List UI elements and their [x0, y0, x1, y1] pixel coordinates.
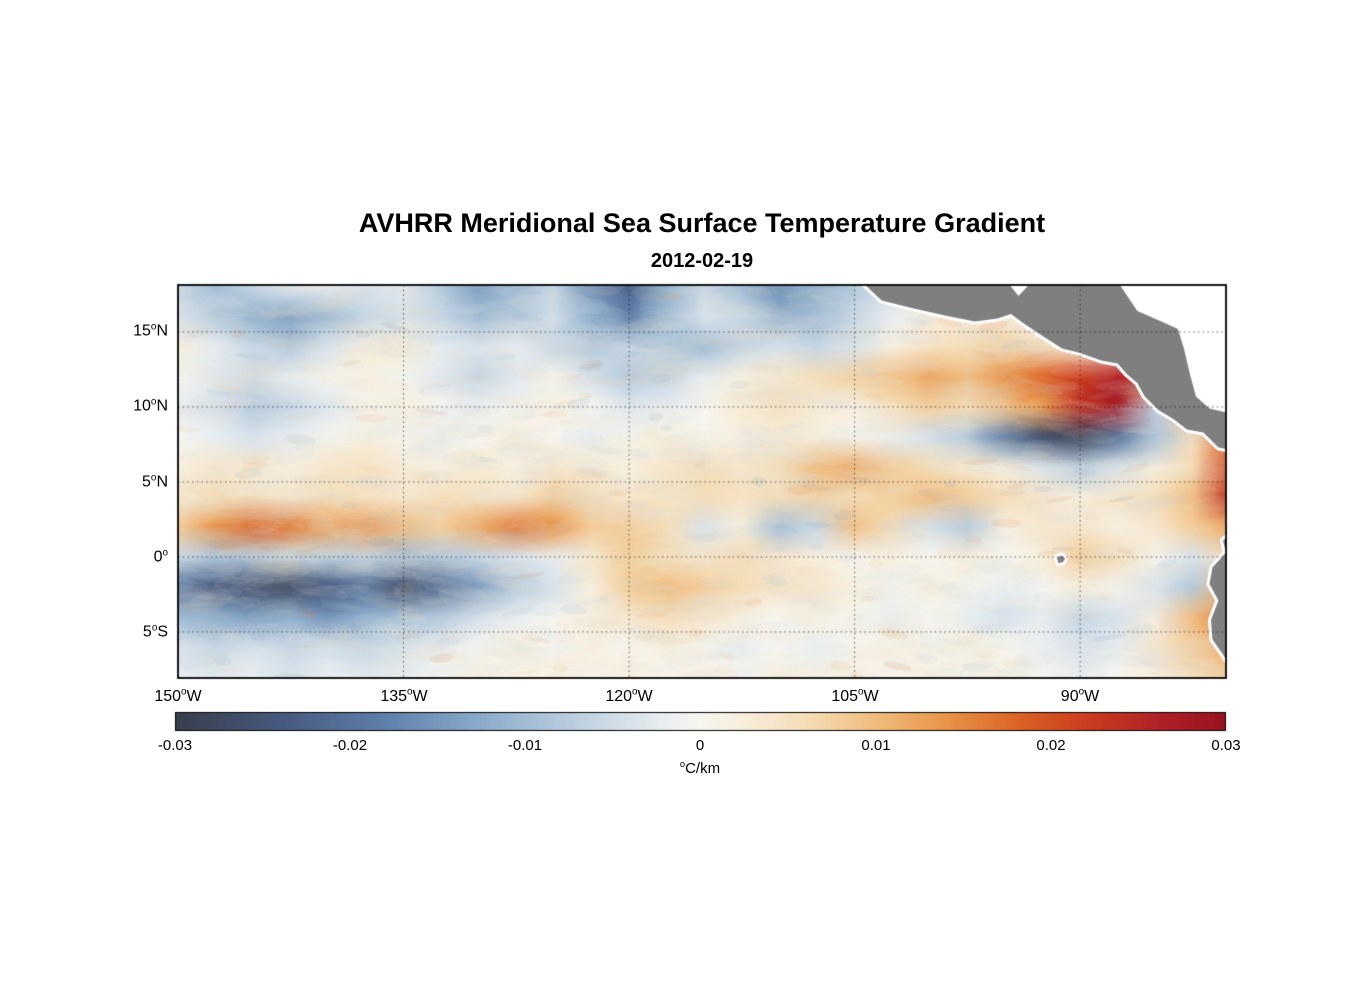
colorbar-tick-3: -0.01: [507, 737, 543, 754]
colorbar-tick-1: -0.03: [157, 737, 193, 754]
y-tick-15n: 15oN: [133, 321, 168, 340]
chart-subtitle: 2012-02-19: [650, 250, 754, 272]
colorbar-tick-6: 0.02: [1036, 737, 1066, 754]
x-tick-120w: 120oW: [605, 686, 653, 705]
y-tick-5n: 5oN: [142, 472, 168, 491]
colorbar-tick-4: 0: [695, 737, 705, 754]
y-tick-0: 0o: [153, 547, 168, 566]
x-tick-135w: 135oW: [380, 686, 428, 705]
y-tick-10n: 10oN: [133, 396, 168, 415]
x-tick-150w: 150oW: [154, 686, 202, 705]
colorbar-unit-label: oC/km: [679, 759, 721, 777]
x-tick-90w: 90oW: [1060, 686, 1100, 705]
colorbar-tick-7: 0.03: [1211, 737, 1241, 754]
y-tick-5s: 5oS: [142, 622, 168, 641]
colorbar-tick-5: 0.01: [861, 737, 891, 754]
chart-title: AVHRR Meridional Sea Surface Temperature…: [358, 208, 1046, 238]
colorbar-tick-2: -0.02: [332, 737, 368, 754]
x-tick-105w: 105oW: [831, 686, 879, 705]
